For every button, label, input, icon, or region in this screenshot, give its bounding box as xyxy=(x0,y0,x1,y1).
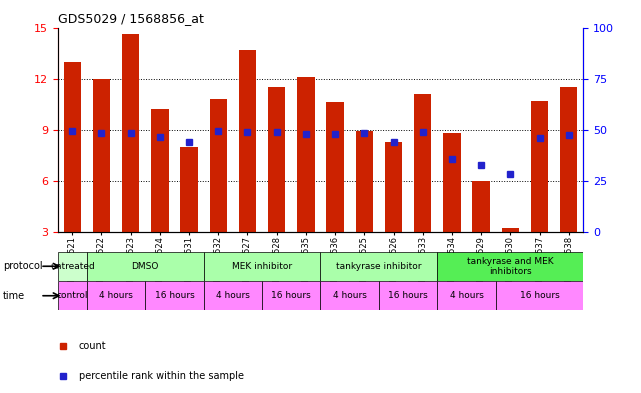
Bar xyxy=(443,133,461,232)
Text: GDS5029 / 1568856_at: GDS5029 / 1568856_at xyxy=(58,12,204,25)
Bar xyxy=(472,181,490,232)
FancyBboxPatch shape xyxy=(262,281,320,310)
FancyBboxPatch shape xyxy=(58,252,87,281)
Text: 16 hours: 16 hours xyxy=(520,291,560,300)
Bar xyxy=(122,34,140,232)
FancyBboxPatch shape xyxy=(204,252,320,281)
Text: 16 hours: 16 hours xyxy=(271,291,311,300)
FancyBboxPatch shape xyxy=(495,281,583,310)
FancyBboxPatch shape xyxy=(204,281,262,310)
FancyBboxPatch shape xyxy=(87,281,146,310)
Text: 4 hours: 4 hours xyxy=(216,291,250,300)
Text: tankyrase and MEK
inhibitors: tankyrase and MEK inhibitors xyxy=(467,257,554,276)
Bar xyxy=(210,99,227,232)
Bar xyxy=(268,87,285,232)
Text: 16 hours: 16 hours xyxy=(154,291,194,300)
Text: untreated: untreated xyxy=(50,262,95,271)
Text: 16 hours: 16 hours xyxy=(388,291,428,300)
Text: control: control xyxy=(56,291,88,300)
FancyBboxPatch shape xyxy=(379,281,437,310)
Text: tankyrase inhibitor: tankyrase inhibitor xyxy=(336,262,422,271)
Bar xyxy=(180,147,198,232)
Bar xyxy=(297,77,315,232)
FancyBboxPatch shape xyxy=(437,281,495,310)
FancyBboxPatch shape xyxy=(58,281,87,310)
Text: percentile rank within the sample: percentile rank within the sample xyxy=(79,371,244,381)
Bar xyxy=(151,109,169,232)
Text: time: time xyxy=(3,291,26,301)
FancyBboxPatch shape xyxy=(437,252,583,281)
Text: 4 hours: 4 hours xyxy=(449,291,483,300)
Bar xyxy=(238,50,256,232)
FancyBboxPatch shape xyxy=(320,252,437,281)
Text: count: count xyxy=(79,341,106,351)
Bar xyxy=(326,103,344,232)
Bar xyxy=(531,101,548,232)
Bar xyxy=(356,131,373,232)
Bar xyxy=(414,94,431,232)
Bar xyxy=(501,228,519,232)
Bar xyxy=(560,87,578,232)
Text: 4 hours: 4 hours xyxy=(333,291,367,300)
Text: 4 hours: 4 hours xyxy=(99,291,133,300)
FancyBboxPatch shape xyxy=(146,281,204,310)
FancyBboxPatch shape xyxy=(320,281,379,310)
Text: MEK inhibitor: MEK inhibitor xyxy=(232,262,292,271)
Text: protocol: protocol xyxy=(3,261,43,271)
Bar xyxy=(93,79,110,232)
Bar xyxy=(385,141,403,232)
Text: DMSO: DMSO xyxy=(131,262,159,271)
FancyBboxPatch shape xyxy=(87,252,204,281)
Bar xyxy=(63,62,81,232)
